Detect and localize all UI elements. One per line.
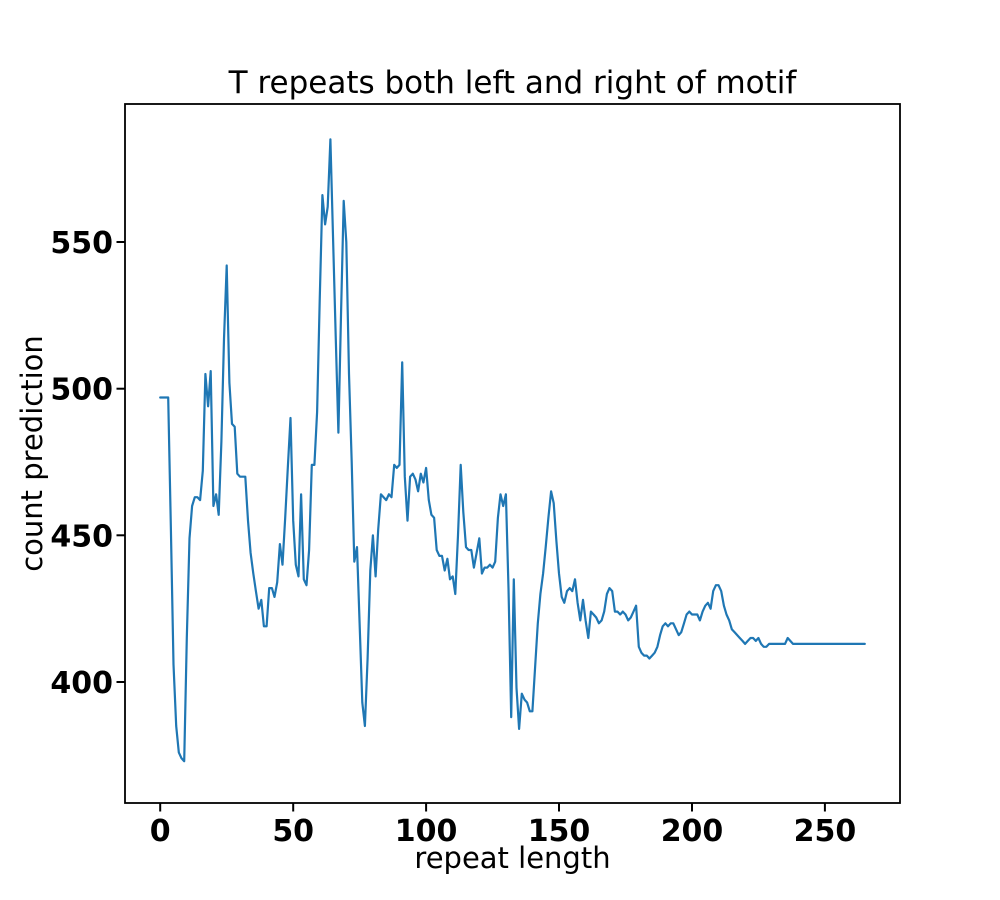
y-tick-label: 500 [50, 373, 113, 408]
x-tick-label: 250 [794, 814, 857, 849]
axis-ticks: 0 50 100 150 200 250 400 450 500 550 [50, 226, 856, 849]
y-tick-label: 450 [50, 519, 113, 554]
x-tick-label: 0 [150, 814, 171, 849]
y-tick-label: 400 [50, 666, 113, 701]
x-tick-label: 50 [272, 814, 314, 849]
x-tick-label: 150 [528, 814, 591, 849]
series-line [159, 138, 866, 763]
plot-border [124, 103, 901, 804]
x-tick-label: 200 [661, 814, 724, 849]
chart-title: T repeats both left and right of motif [228, 65, 798, 101]
x-tick-label: 100 [395, 814, 458, 849]
y-tick-label: 550 [50, 226, 113, 261]
x-axis-label: repeat length [414, 841, 610, 875]
y-axis-label: count prediction [15, 335, 49, 572]
